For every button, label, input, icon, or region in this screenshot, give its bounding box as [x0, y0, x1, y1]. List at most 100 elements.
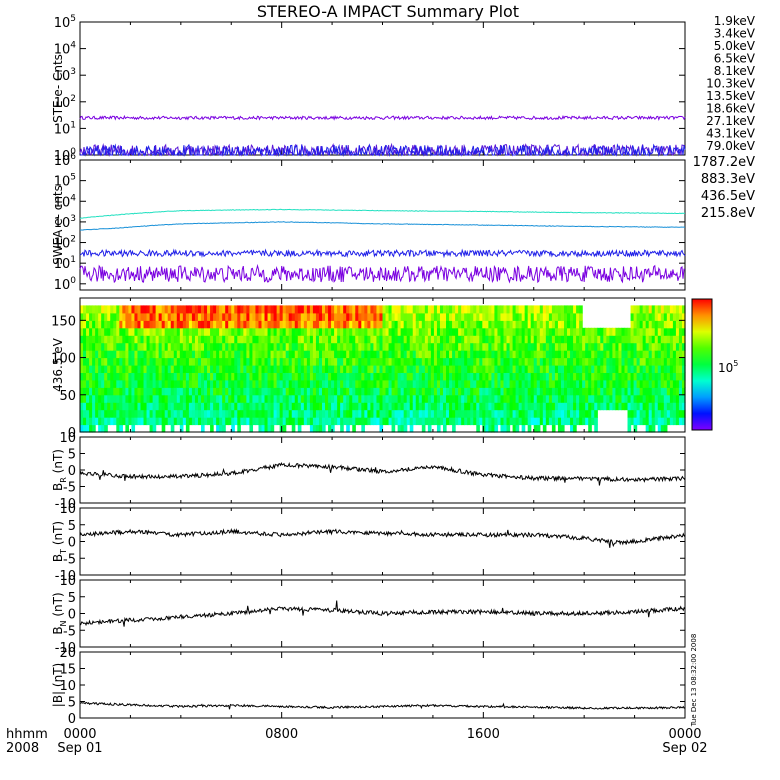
heatmap-cell: [397, 335, 402, 344]
heatmap-cell: [491, 402, 496, 411]
heatmap-cell: [282, 305, 287, 314]
heatmap-cell: [533, 394, 538, 403]
heatmap-cell: [427, 320, 432, 329]
heatmap-cell: [213, 327, 217, 336]
heatmap-cell: [131, 372, 136, 381]
heatmap-cell: [645, 350, 650, 359]
heatmap-cell: [92, 387, 96, 396]
heatmap-cell: [98, 357, 102, 366]
heatmap-cell: [352, 342, 356, 351]
heatmap-cell: [185, 379, 190, 388]
heatmap-cell: [409, 335, 414, 344]
y-tick-label: 5: [68, 519, 76, 534]
heatmap-cell: [503, 357, 508, 366]
heatmap-cell: [654, 335, 659, 344]
heatmap-cell: [588, 365, 592, 373]
heatmap-cell: [506, 320, 511, 329]
heatmap-cell: [548, 402, 553, 411]
heatmap-cell: [291, 417, 296, 426]
heatmap-cell: [657, 320, 662, 329]
heatmap-cell: [234, 350, 238, 359]
heatmap-cell: [279, 402, 284, 411]
heatmap-cell: [627, 409, 632, 418]
heatmap-cell: [648, 320, 653, 329]
heatmap-cell: [464, 312, 468, 321]
heatmap-cell: [113, 305, 117, 314]
heatmap-cell: [219, 372, 223, 381]
heatmap-cell: [439, 350, 444, 359]
heatmap-cell: [89, 424, 93, 433]
heatmap-cell: [588, 372, 592, 381]
y-tick-label: -10: [55, 497, 76, 512]
heatmap-cell: [219, 379, 223, 388]
heatmap-cell: [663, 379, 668, 388]
heatmap-cell: [285, 335, 290, 344]
heatmap-cell: [173, 327, 178, 336]
heatmap-cell: [518, 357, 523, 366]
heatmap-cell: [461, 327, 465, 336]
heatmap-cell: [657, 305, 662, 314]
heatmap-cell: [467, 387, 471, 396]
heatmap-cell: [107, 394, 111, 403]
heatmap-cell: [421, 312, 426, 321]
heatmap-cell: [491, 335, 496, 344]
heatmap-cell: [421, 417, 426, 426]
heatmap-cell: [188, 350, 193, 359]
heatmap-cell: [648, 312, 653, 321]
heatmap-cell: [152, 357, 157, 366]
heatmap-cell: [331, 387, 335, 396]
y-tick-label: 106: [54, 152, 77, 169]
heatmap-cell: [675, 350, 680, 359]
heatmap-cell: [639, 402, 644, 411]
ste-legend-entry: 79.0keV: [706, 139, 756, 153]
heatmap-cell: [370, 350, 375, 359]
heatmap-cell: [337, 320, 341, 329]
heatmap-cell: [379, 394, 384, 403]
heatmap-cell: [521, 417, 526, 426]
heatmap-cell: [455, 402, 459, 411]
heatmap-cell: [542, 387, 547, 396]
heatmap-cell: [343, 305, 347, 314]
heatmap-cell: [557, 372, 562, 381]
heatmap-cell: [443, 379, 447, 388]
heatmap-cell: [678, 350, 683, 359]
heatmap-cell: [666, 417, 671, 426]
heatmap-cell: [570, 379, 574, 388]
heatmap-cell: [412, 372, 417, 381]
heatmap-cell: [243, 335, 247, 344]
heatmap-cell: [449, 402, 453, 411]
heatmap-cell: [331, 402, 335, 411]
heatmap-cell: [443, 424, 447, 433]
heatmap-cell: [167, 327, 172, 336]
heatmap-cell: [340, 357, 344, 366]
heatmap-cell: [600, 350, 604, 359]
heatmap-cell: [116, 417, 120, 426]
heatmap-cell: [331, 424, 335, 433]
heatmap-cell: [491, 394, 496, 403]
heatmap-cell: [231, 394, 235, 403]
heatmap-cell: [430, 365, 435, 373]
heatmap-cell: [346, 350, 350, 359]
heatmap-cell: [167, 417, 172, 426]
heatmap-cell: [557, 365, 562, 373]
heatmap-cell: [234, 379, 238, 388]
heatmap-cell: [294, 402, 299, 411]
heatmap-cell: [182, 365, 187, 373]
heatmap-cell: [630, 372, 635, 381]
heatmap-cell: [591, 342, 595, 351]
heatmap-cell: [228, 402, 232, 411]
heatmap-cell: [122, 402, 126, 411]
heatmap-cell: [551, 402, 556, 411]
heatmap-cell: [439, 335, 444, 344]
heatmap-cell: [194, 417, 199, 426]
heatmap-cell: [246, 417, 251, 426]
heatmap-cell: [579, 342, 583, 351]
heatmap-cell: [491, 409, 496, 418]
heatmap-cell: [243, 357, 247, 366]
heatmap-cell: [536, 387, 541, 396]
heatmap-cell: [609, 372, 614, 381]
heatmap-cell: [669, 372, 674, 381]
heatmap-cell: [210, 305, 214, 314]
bn-ylabel: BN (nT): [51, 592, 68, 634]
heatmap-cell: [491, 417, 496, 426]
